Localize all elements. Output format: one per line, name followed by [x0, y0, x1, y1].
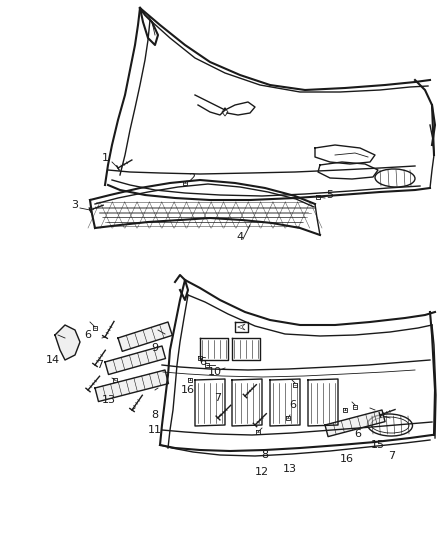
Polygon shape	[55, 325, 80, 360]
Text: 4: 4	[237, 232, 244, 242]
Text: 6: 6	[290, 400, 297, 410]
Text: 16: 16	[340, 454, 354, 464]
Polygon shape	[118, 322, 172, 351]
Text: 15: 15	[371, 440, 385, 450]
Text: 1: 1	[102, 153, 109, 163]
Text: 8: 8	[261, 450, 268, 460]
Text: 6: 6	[354, 429, 361, 439]
Text: 13: 13	[283, 464, 297, 474]
Text: 8: 8	[152, 410, 159, 420]
Text: 7: 7	[96, 360, 103, 370]
Text: 3: 3	[71, 200, 78, 210]
Text: 10: 10	[208, 367, 222, 377]
Text: 14: 14	[46, 355, 60, 365]
Text: 7: 7	[215, 393, 222, 403]
Text: 2: 2	[188, 173, 195, 183]
Polygon shape	[105, 346, 166, 375]
Text: 16: 16	[181, 385, 195, 395]
Text: 11: 11	[148, 425, 162, 435]
Text: 7: 7	[389, 451, 396, 461]
Text: 13: 13	[102, 395, 116, 405]
Polygon shape	[95, 370, 169, 401]
Text: 5: 5	[326, 190, 333, 200]
Polygon shape	[325, 410, 385, 437]
Text: 12: 12	[255, 467, 269, 477]
Text: 6: 6	[85, 330, 92, 340]
Text: 6: 6	[199, 357, 206, 367]
Text: 9: 9	[152, 343, 159, 353]
